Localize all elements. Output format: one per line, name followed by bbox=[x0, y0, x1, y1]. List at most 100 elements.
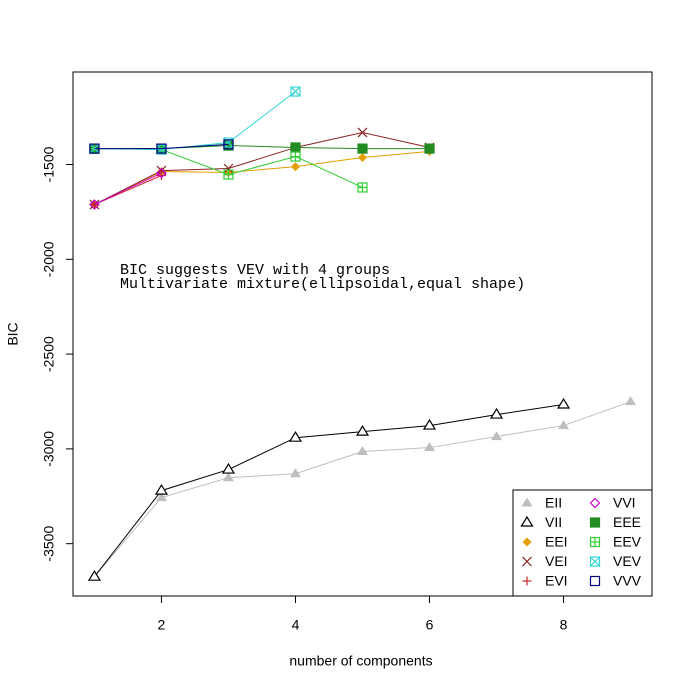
marker-shape bbox=[589, 497, 601, 509]
legend-marker bbox=[521, 497, 533, 507]
series-line bbox=[94, 172, 162, 205]
marker bbox=[222, 472, 234, 482]
legend-label: EVI bbox=[545, 573, 568, 589]
marker bbox=[357, 143, 368, 154]
marker bbox=[223, 163, 234, 174]
legend-marker bbox=[522, 537, 532, 547]
marker bbox=[156, 171, 166, 181]
annotation: BIC suggests VEV with 4 groups bbox=[120, 262, 390, 279]
y-tick-label: -1500 bbox=[41, 146, 57, 182]
marker-box bbox=[357, 143, 368, 154]
marker bbox=[422, 418, 437, 430]
legend-marker bbox=[522, 556, 532, 567]
y-axis-label: BIC bbox=[5, 322, 21, 345]
y-tick-label: -2500 bbox=[41, 336, 57, 372]
legend-box bbox=[512, 489, 653, 597]
marker bbox=[424, 143, 435, 154]
marker-box bbox=[156, 143, 167, 154]
marker-stroke bbox=[357, 127, 368, 138]
marker bbox=[357, 446, 368, 456]
x-tick-label: 6 bbox=[426, 617, 434, 633]
marker-box bbox=[589, 517, 601, 528]
marker bbox=[357, 127, 368, 138]
legend-label: EII bbox=[545, 495, 562, 511]
marker-shape bbox=[491, 431, 503, 441]
marker bbox=[89, 199, 100, 210]
marker bbox=[290, 162, 300, 172]
x-tick-label: 8 bbox=[560, 617, 568, 633]
marker-shape bbox=[156, 167, 167, 179]
legend-marker bbox=[589, 536, 601, 548]
marker-shape bbox=[355, 424, 370, 436]
annotation: Multivariate mixture(ellipsoidal,equal s… bbox=[120, 276, 525, 293]
marker-shape bbox=[358, 153, 367, 163]
marker bbox=[155, 492, 167, 502]
marker bbox=[89, 143, 100, 154]
marker-stroke bbox=[590, 556, 600, 567]
marker bbox=[489, 407, 504, 419]
y-tick-label: -2000 bbox=[41, 241, 57, 277]
legend-label: EEV bbox=[613, 534, 642, 550]
marker bbox=[290, 151, 301, 162]
marker-shape bbox=[155, 492, 167, 502]
marker-stroke bbox=[223, 163, 234, 174]
legend-label: VVI bbox=[613, 495, 636, 511]
marker-box bbox=[290, 86, 301, 97]
legend-label: EEI bbox=[545, 534, 568, 550]
y-tick-label: -3000 bbox=[41, 431, 57, 467]
marker-box bbox=[290, 142, 301, 153]
marker bbox=[357, 182, 368, 193]
series-line bbox=[94, 404, 564, 577]
marker-box bbox=[424, 143, 435, 154]
marker-shape bbox=[289, 468, 301, 478]
marker-shape bbox=[290, 162, 300, 172]
series-line bbox=[94, 91, 296, 151]
marker bbox=[223, 169, 234, 180]
x-tick-label: 2 bbox=[158, 617, 166, 633]
marker-box bbox=[89, 143, 100, 154]
x-axis-label: number of components bbox=[289, 653, 432, 669]
marker-box bbox=[589, 575, 601, 587]
legend-label: VII bbox=[545, 514, 562, 530]
marker bbox=[491, 431, 503, 441]
marker bbox=[156, 165, 167, 176]
marker-shape bbox=[422, 418, 437, 430]
marker bbox=[625, 396, 637, 406]
marker bbox=[156, 143, 167, 154]
marker bbox=[290, 142, 301, 153]
marker bbox=[290, 86, 301, 97]
marker-shape bbox=[357, 446, 368, 456]
legend-label: VEV bbox=[613, 553, 642, 569]
legend-label: VEI bbox=[545, 553, 568, 569]
marker-shape bbox=[424, 442, 436, 452]
marker-shape bbox=[489, 407, 504, 419]
marker bbox=[221, 462, 236, 474]
marker bbox=[289, 468, 301, 478]
series-line bbox=[94, 150, 430, 205]
marker-shape bbox=[520, 515, 534, 527]
marker-shape bbox=[521, 497, 533, 507]
marker bbox=[288, 431, 303, 442]
marker-stroke bbox=[290, 86, 301, 97]
marker-box bbox=[223, 139, 234, 150]
legend-label: EEE bbox=[613, 514, 641, 530]
marker-shape bbox=[222, 472, 234, 482]
marker bbox=[154, 483, 169, 495]
legend-marker bbox=[589, 517, 601, 528]
marker bbox=[156, 167, 167, 179]
y-tick-label: -3500 bbox=[41, 526, 57, 562]
series-line bbox=[94, 131, 430, 205]
marker bbox=[87, 570, 102, 581]
marker-shape bbox=[221, 462, 236, 474]
marker-shape bbox=[87, 570, 102, 581]
marker bbox=[556, 397, 571, 409]
marker-stroke bbox=[522, 556, 532, 567]
marker bbox=[355, 424, 370, 436]
legend-marker bbox=[520, 515, 534, 527]
marker-box bbox=[589, 556, 601, 567]
marker-shape bbox=[154, 483, 169, 495]
marker-shape bbox=[625, 396, 637, 406]
x-tick-label: 4 bbox=[292, 617, 300, 633]
legend-label: VVV bbox=[613, 573, 642, 589]
